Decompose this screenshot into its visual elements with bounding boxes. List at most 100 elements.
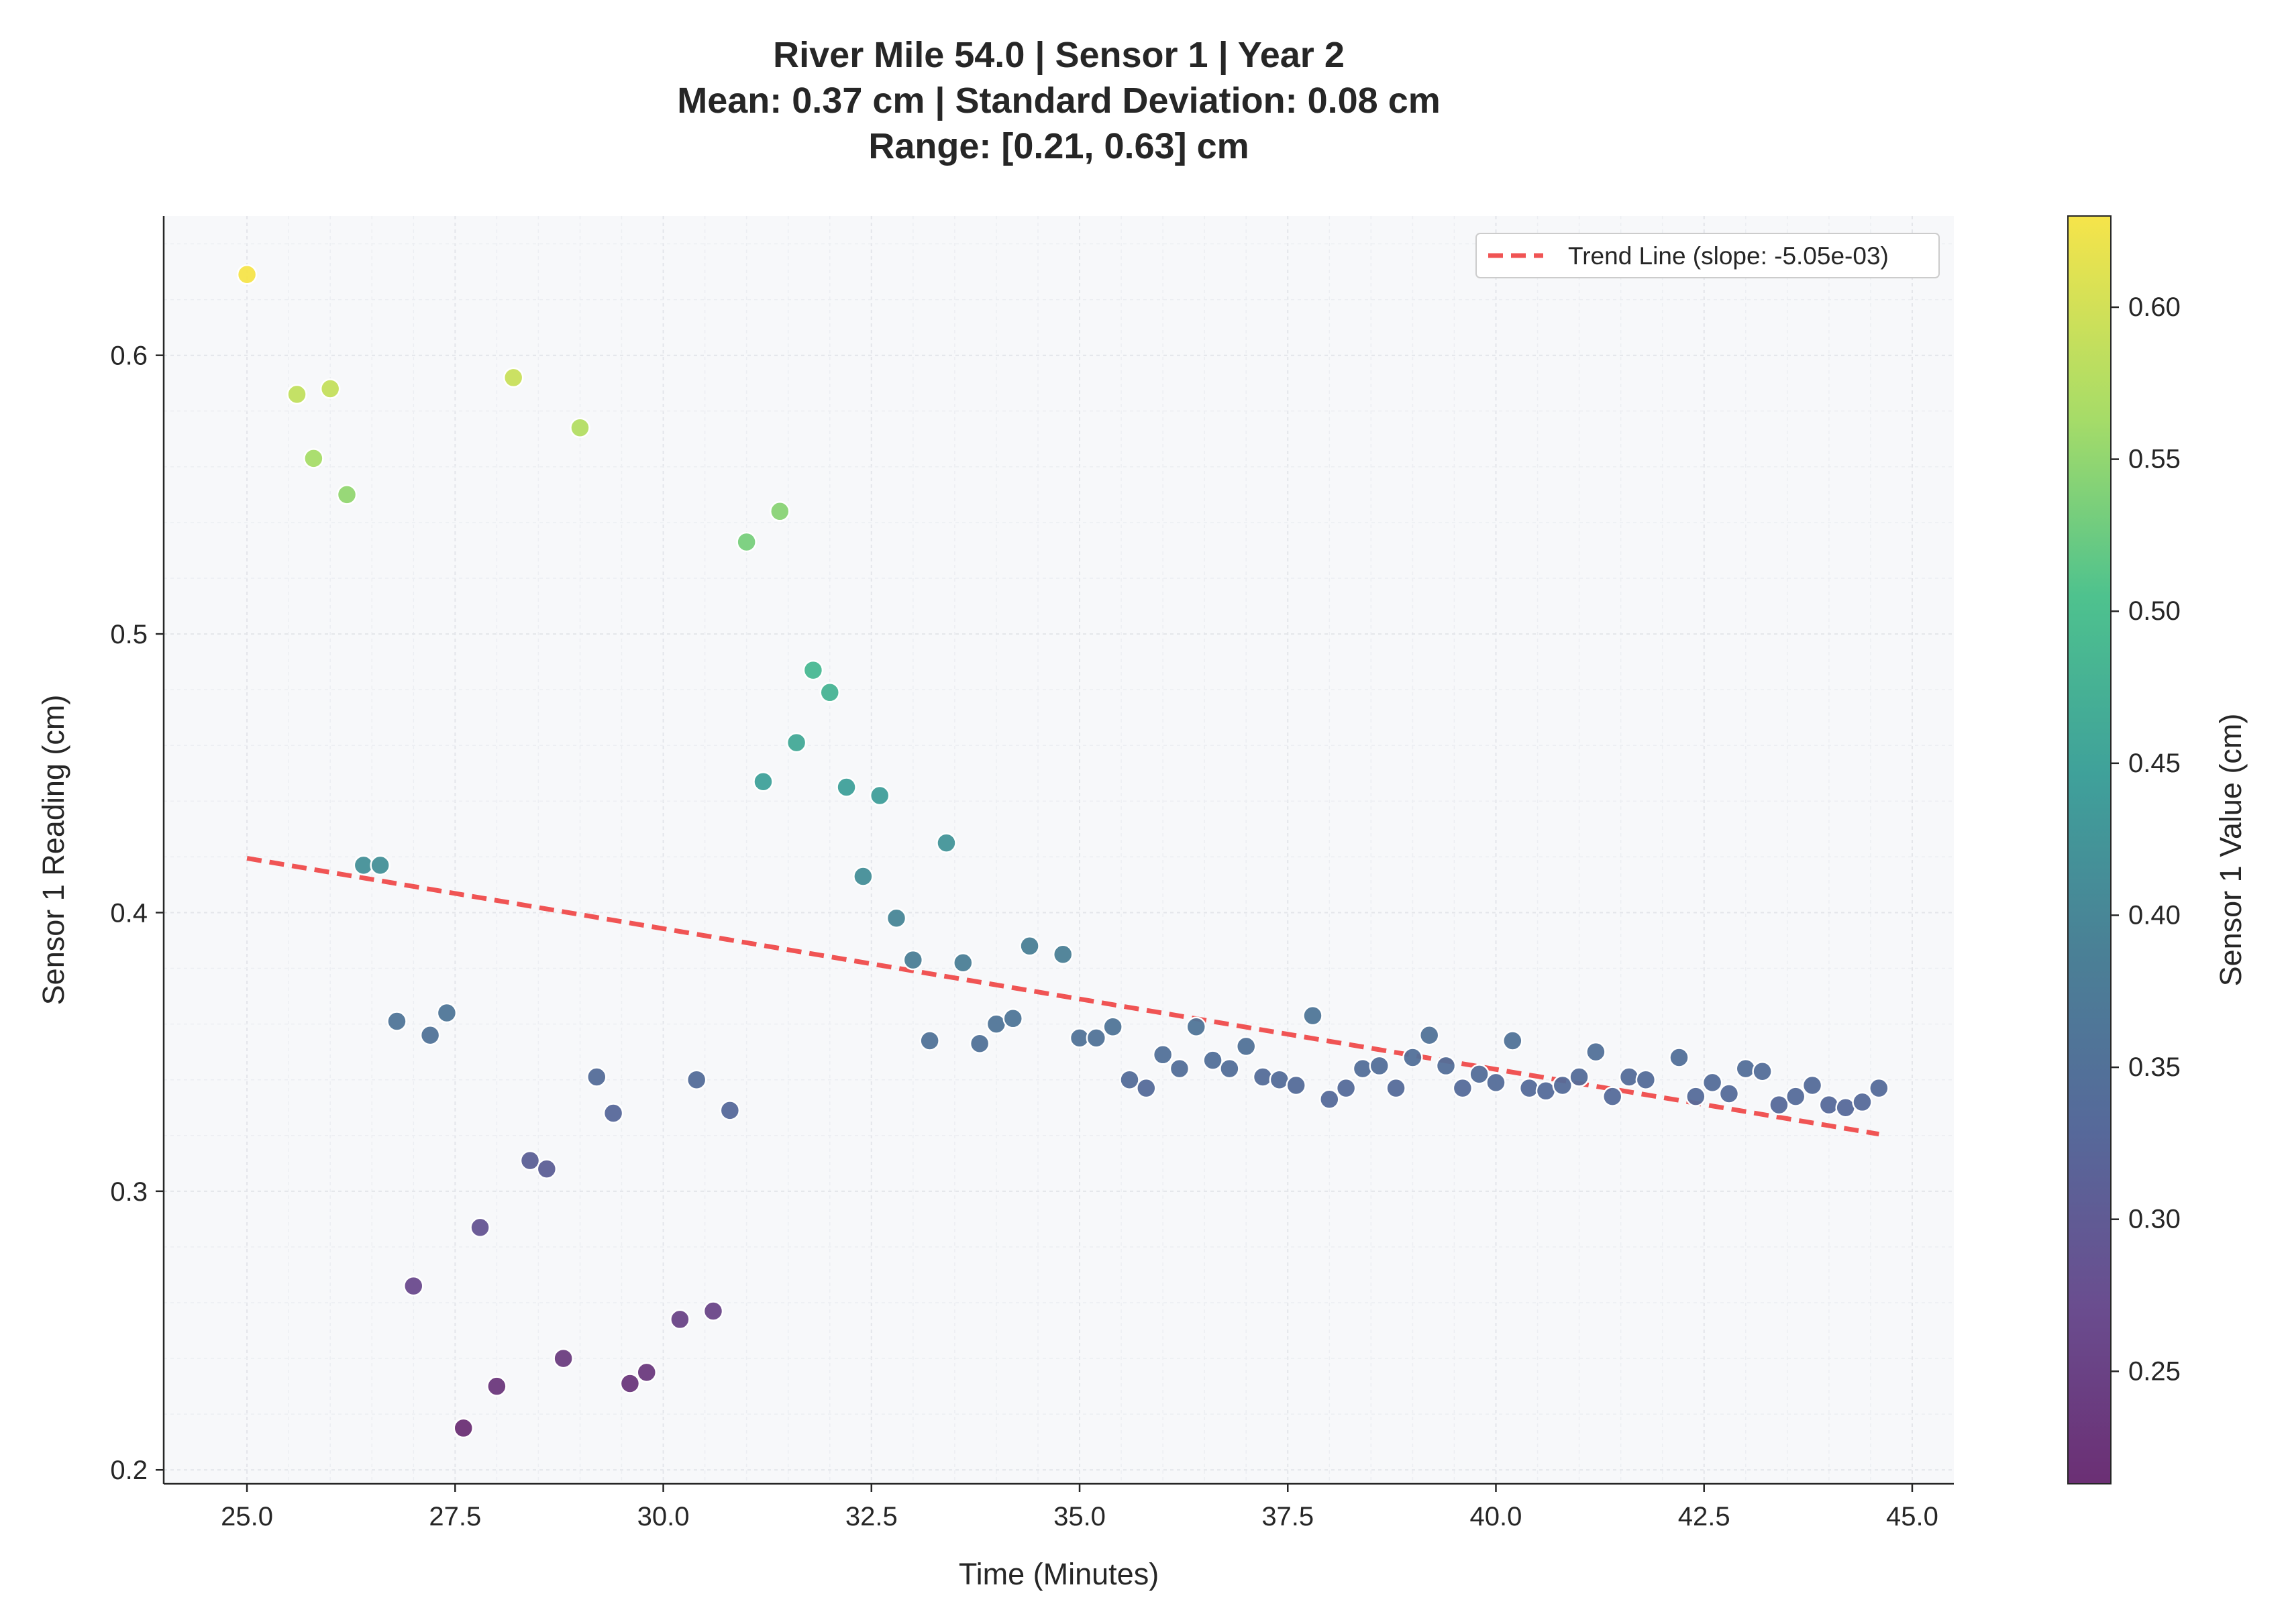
data-point: [236, 264, 258, 285]
data-point: [1735, 1058, 1757, 1079]
data-point: [670, 1309, 690, 1330]
x-tick-label: 42.5: [1678, 1502, 1730, 1531]
data-point: [1086, 1028, 1107, 1048]
data-point: [1002, 1008, 1023, 1029]
data-point: [886, 908, 907, 929]
legend-box: [1475, 233, 1940, 278]
data-point: [570, 417, 590, 438]
data-point: [753, 771, 774, 792]
title-line-1: River Mile 54.0 | Sensor 1 | Year 2: [773, 35, 1345, 76]
scatter-points: [236, 264, 1889, 1439]
data-point: [470, 1217, 490, 1238]
data-point: [503, 367, 524, 388]
data-point: [802, 659, 824, 681]
data-point: [453, 1417, 474, 1439]
data-point: [303, 448, 324, 469]
data-point: [336, 484, 358, 505]
colorbar-tick-label: 0.60: [2128, 292, 2181, 322]
title-line-2: Mean: 0.37 cm | Standard Deviation: 0.08…: [677, 80, 1441, 121]
data-point: [919, 1030, 940, 1051]
x-tick-label: 37.5: [1261, 1502, 1314, 1531]
data-point: [1235, 1036, 1257, 1057]
data-point: [702, 1301, 724, 1321]
data-point: [619, 1373, 641, 1394]
title-line-3: Range: [0.21, 0.63] cm: [868, 126, 1249, 166]
colorbar-tick-label: 0.25: [2128, 1356, 2181, 1386]
data-point: [869, 785, 890, 806]
data-point: [736, 531, 757, 553]
colorbar-ticks: 0.25 0.30 0.35 0.40 0.45 0.50 0.55 0.60: [2111, 292, 2181, 1386]
data-point: [1702, 1072, 1723, 1093]
data-point: [1685, 1086, 1706, 1107]
data-point: [287, 384, 307, 405]
y-axis-label: Sensor 1 Reading (cm): [36, 695, 70, 1006]
colorbar: [2067, 215, 2112, 1484]
colorbar-label: Sensor 1 Value (cm): [2214, 714, 2248, 987]
y-ticks: 0.2 0.3 0.4 0.5 0.6: [110, 341, 164, 1485]
y-tick-label: 0.5: [110, 620, 148, 649]
data-point: [786, 732, 807, 753]
data-point: [1718, 1083, 1740, 1104]
data-point: [1169, 1058, 1190, 1079]
data-point: [853, 866, 874, 887]
data-point: [536, 1158, 558, 1179]
data-point: [770, 501, 790, 522]
data-point: [553, 1348, 574, 1369]
data-point: [436, 1002, 458, 1024]
data-point: [1818, 1094, 1840, 1116]
x-tick-label: 27.5: [429, 1502, 481, 1531]
grid: [164, 216, 1954, 1484]
data-point: [386, 1011, 407, 1032]
colorbar-tick-label: 0.55: [2128, 445, 2181, 474]
colorbar-tick-label: 0.35: [2128, 1052, 2181, 1082]
data-point: [519, 1150, 541, 1171]
data-point: [1669, 1047, 1689, 1068]
y-tick-label: 0.3: [110, 1177, 148, 1207]
data-point: [486, 1376, 507, 1397]
colorbar-tick-label: 0.45: [2128, 749, 2181, 778]
data-point: [1752, 1061, 1773, 1082]
data-point: [1402, 1047, 1423, 1068]
data-point: [819, 682, 840, 703]
data-point: [1418, 1024, 1440, 1046]
x-tick-label: 32.5: [845, 1502, 898, 1531]
data-point: [1335, 1077, 1357, 1099]
data-point: [902, 949, 924, 971]
data-point: [1852, 1091, 1873, 1113]
data-point: [1019, 936, 1040, 957]
data-point: [936, 832, 957, 853]
x-tick-label: 25.0: [221, 1502, 273, 1531]
data-point: [1352, 1058, 1373, 1079]
data-point: [1585, 1041, 1606, 1063]
data-point: [1569, 1067, 1590, 1087]
x-axis-label: Time (Minutes): [959, 1557, 1159, 1591]
y-tick-label: 0.4: [110, 898, 148, 928]
data-point: [1252, 1067, 1273, 1087]
data-point: [836, 777, 857, 798]
data-point: [1186, 1016, 1207, 1038]
x-tick-label: 35.0: [1053, 1502, 1106, 1531]
data-point: [1518, 1077, 1540, 1099]
data-point: [1102, 1016, 1123, 1038]
data-point: [419, 1024, 441, 1046]
plot-background: [164, 216, 1954, 1484]
data-point: [969, 1033, 990, 1054]
data-point: [636, 1362, 657, 1383]
data-point: [603, 1103, 624, 1124]
data-point: [719, 1100, 741, 1121]
data-point: [370, 855, 391, 876]
data-point: [1302, 1005, 1323, 1026]
data-point: [1486, 1072, 1506, 1093]
data-point: [1286, 1075, 1306, 1096]
data-point: [1119, 1069, 1140, 1090]
data-point: [1469, 1064, 1490, 1085]
data-point: [686, 1069, 707, 1090]
legend-trend-label: Trend Line (slope: -5.05e-03): [1568, 242, 1889, 270]
data-point: [1435, 1055, 1457, 1077]
x-tick-label: 45.0: [1886, 1502, 1938, 1531]
colorbar-tick-label: 0.30: [2128, 1205, 2181, 1234]
data-point: [1785, 1086, 1806, 1107]
data-point: [1769, 1094, 1789, 1116]
data-point: [1635, 1069, 1657, 1090]
